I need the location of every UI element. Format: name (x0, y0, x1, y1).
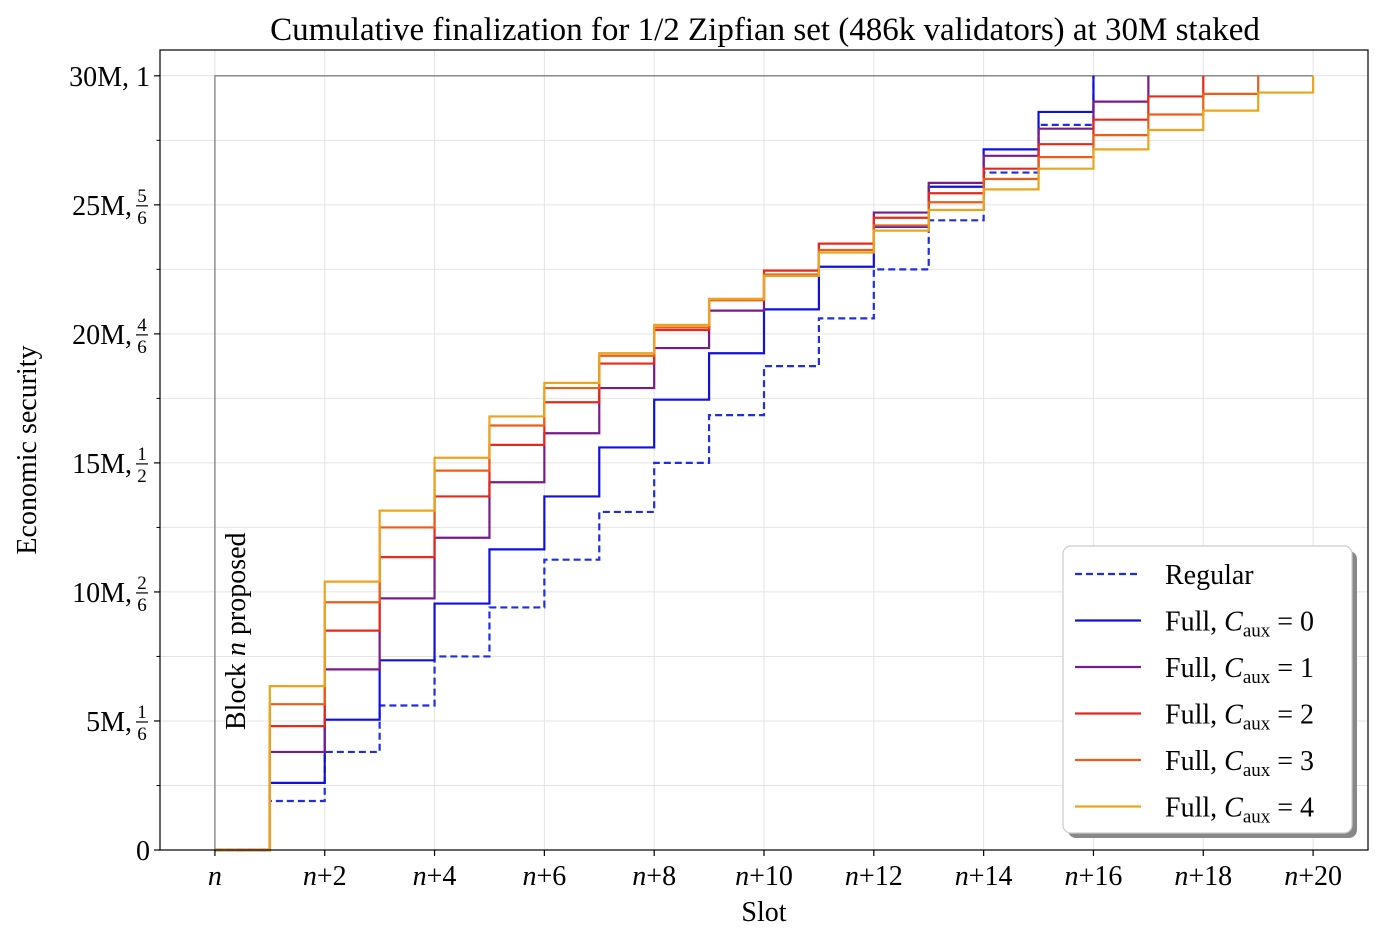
y-tick-frac-num-5: 5 (137, 186, 147, 207)
y-tick-frac-den-1: 6 (137, 724, 147, 745)
series-line-5 (214, 75, 1315, 852)
y-tick-frac-num-3: 1 (137, 444, 147, 465)
y-tick-frac-num-4: 4 (137, 315, 147, 336)
legend-label-2: Full, Caux = 1 (1165, 653, 1314, 688)
y-tick-label-5: 25M, (72, 191, 132, 222)
legend-box (1062, 545, 1353, 834)
x-tick-label-7: n+14 (955, 861, 1013, 892)
x-tick-label-9: n+18 (1174, 861, 1232, 892)
legend-label-1: Full, Caux = 0 (1165, 607, 1314, 642)
x-tick-label-2: n+4 (413, 861, 457, 892)
legend-label-4: Full, Caux = 3 (1165, 746, 1314, 781)
y-tick-label-0: 0 (136, 836, 150, 867)
x-tick-label-6: n+12 (845, 861, 903, 892)
series-line-1 (214, 75, 1095, 852)
y-axis-label: Economic security (12, 345, 43, 554)
y-tick-frac-num-2: 2 (137, 573, 147, 594)
annotation-text-0: Block n proposed (221, 532, 252, 730)
x-tick-label-5: n+10 (735, 861, 793, 892)
series-group (214, 75, 1315, 852)
x-axis-label: Slot (741, 897, 786, 928)
series-line-0 (214, 75, 1095, 852)
legend-label-3: Full, Caux = 2 (1165, 700, 1314, 735)
annotation: Block n proposed (221, 532, 252, 730)
y-tick-frac-den-4: 6 (137, 337, 147, 358)
y-tick-label-1: 5M, (86, 707, 132, 738)
y-tick-label-2: 10M, (72, 578, 132, 609)
y-tick-frac-den-3: 2 (137, 466, 147, 487)
y-tick-frac-num-1: 1 (137, 702, 147, 723)
legend: Regular Full, Caux = 0 Full, Caux = 1 Full,… (1062, 545, 1357, 838)
x-tick-label-8: n+16 (1065, 861, 1123, 892)
chart-title: Cumulative finalization for 1/2 Zipfian … (270, 12, 1260, 48)
x-tick-label-10: n+20 (1284, 861, 1342, 892)
legend-label-0: Regular (1165, 560, 1254, 591)
series-line-4 (214, 75, 1260, 852)
y-tick-label-3: 15M, (72, 449, 132, 480)
y-tick-frac-den-5: 6 (137, 208, 147, 229)
x-tick-label-1: n+2 (303, 861, 347, 892)
x-tick-label-3: n+6 (522, 861, 566, 892)
x-axis-ticks: n n+2 n+4 n+6 n+8 n+10 n+12 n+14 n+16 n+18 n+20 (208, 850, 1342, 892)
legend-label-5: Full, Caux = 4 (1165, 793, 1314, 828)
y-tick-label-4: 20M, (72, 320, 132, 351)
reference-line (214, 75, 1314, 850)
y-tick-frac-den-2: 6 (137, 595, 147, 616)
x-tick-label-0: n (208, 861, 222, 892)
x-tick-label-4: n+8 (632, 861, 676, 892)
reference-polyline (214, 75, 1314, 850)
y-tick-label-6: 30M, 1 (69, 62, 150, 93)
